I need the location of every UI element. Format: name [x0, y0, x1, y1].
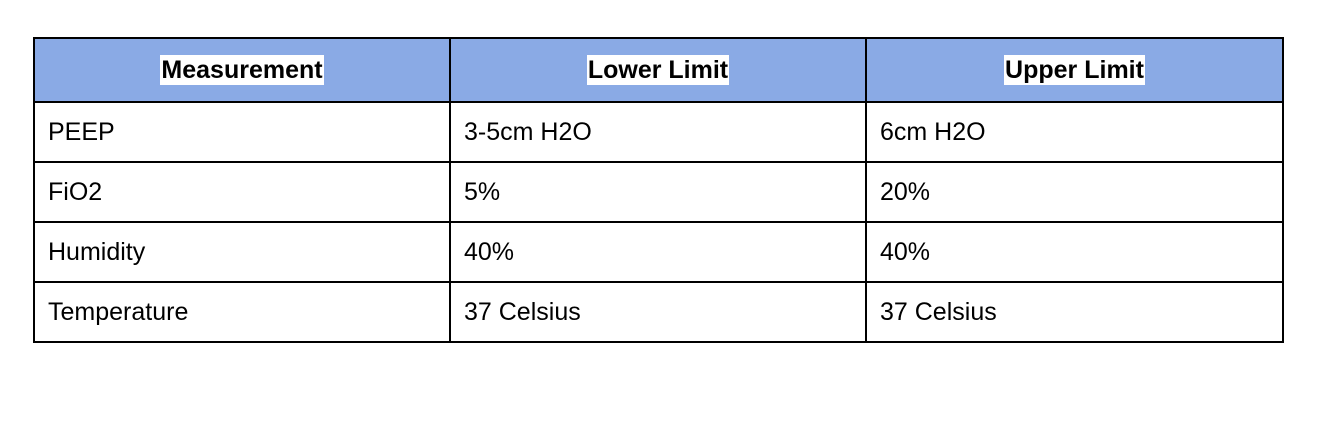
header-label-measurement: Measurement: [160, 55, 324, 85]
cell-lower-limit: 5%: [449, 161, 867, 223]
cell-measurement: Humidity: [33, 221, 451, 283]
cell-upper-limit: 20%: [865, 161, 1284, 223]
cell-measurement: PEEP: [33, 101, 451, 163]
header-cell-lower-limit: Lower Limit: [449, 37, 867, 103]
cell-lower-limit: 40%: [449, 221, 867, 283]
table-row: PEEP 3-5cm H2O 6cm H2O: [33, 101, 1284, 163]
header-cell-upper-limit: Upper Limit: [865, 37, 1284, 103]
header-label-upper-limit: Upper Limit: [1004, 55, 1145, 85]
table-row: Temperature 37 Celsius 37 Celsius: [33, 281, 1284, 343]
cell-upper-limit: 37 Celsius: [865, 281, 1284, 343]
table-header-row: Measurement Lower Limit Upper Limit: [33, 37, 1284, 103]
table-row: FiO2 5% 20%: [33, 161, 1284, 223]
header-cell-measurement: Measurement: [33, 37, 451, 103]
cell-upper-limit: 6cm H2O: [865, 101, 1284, 163]
header-label-lower-limit: Lower Limit: [586, 55, 730, 85]
cell-lower-limit: 37 Celsius: [449, 281, 867, 343]
cell-measurement: Temperature: [33, 281, 451, 343]
cell-upper-limit: 40%: [865, 221, 1284, 283]
limits-table: Measurement Lower Limit Upper Limit PEEP…: [33, 37, 1284, 343]
table-row: Humidity 40% 40%: [33, 221, 1284, 283]
cell-lower-limit: 3-5cm H2O: [449, 101, 867, 163]
cell-measurement: FiO2: [33, 161, 451, 223]
